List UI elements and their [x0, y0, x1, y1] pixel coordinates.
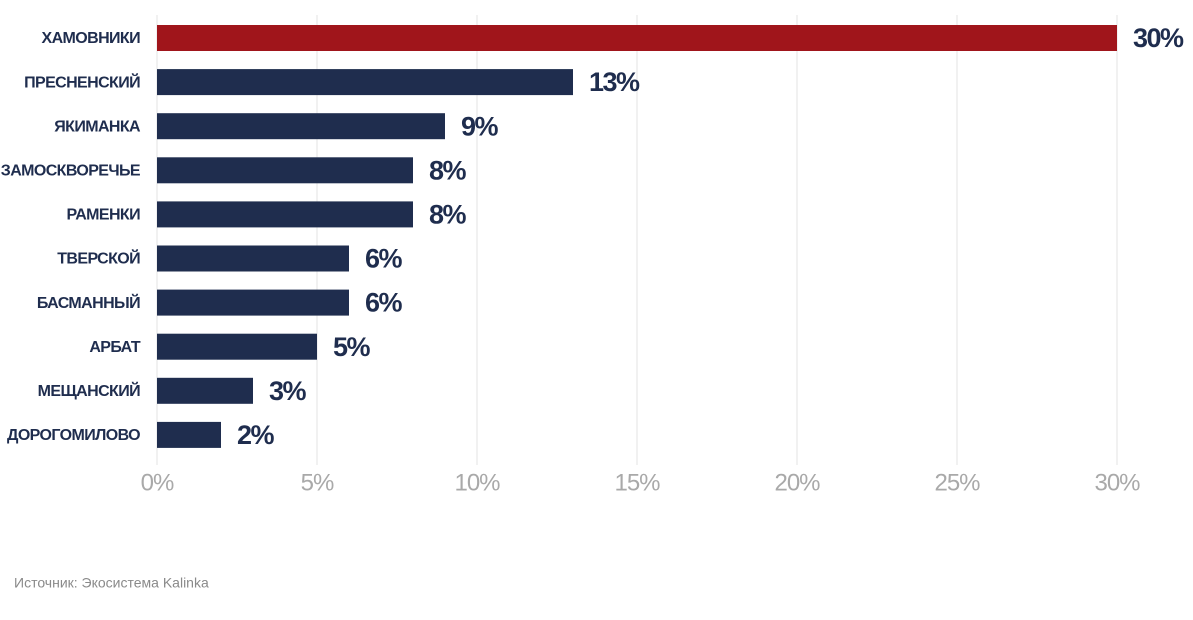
category-label: БАСМАННЫЙ [37, 293, 140, 312]
bar [157, 245, 349, 272]
value-label: 8% [429, 155, 467, 185]
bar [157, 157, 413, 184]
value-label: 13% [589, 67, 640, 97]
value-label: 2% [237, 420, 275, 450]
category-label: МЕЩАНСКИЙ [38, 381, 140, 400]
bar [157, 113, 445, 140]
category-label: ЗАМОСКВОРЕЧЬЕ [1, 163, 141, 180]
value-label: 6% [365, 244, 403, 274]
category-label: ДОРОГОМИЛОВО [7, 427, 140, 444]
bar [157, 289, 349, 316]
value-label: 5% [333, 332, 371, 362]
value-label: 8% [429, 200, 467, 230]
value-label: 3% [269, 376, 307, 406]
x-tick-label: 20% [774, 469, 820, 496]
bar [157, 201, 413, 228]
category-label: АРБАТ [89, 339, 140, 356]
category-label: ПРЕСНЕНСКИЙ [24, 72, 140, 91]
x-tick-label: 15% [614, 469, 660, 496]
x-tick-label: 10% [454, 469, 500, 496]
value-label: 30% [1133, 23, 1184, 53]
category-label: РАМЕНКИ [67, 207, 141, 224]
bar [157, 25, 1117, 51]
bar [157, 333, 317, 360]
x-tick-label: 25% [934, 469, 980, 496]
category-label: ТВЕРСКОЙ [57, 249, 140, 268]
value-label: 6% [365, 288, 403, 318]
category-label: ЯКИМАНКА [54, 118, 141, 135]
category-label: ХАМОВНИКИ [42, 30, 141, 47]
x-tick-label: 0% [141, 469, 174, 496]
x-tick-label: 5% [301, 469, 334, 496]
bar [157, 377, 253, 404]
bar [157, 69, 573, 96]
x-tick-label: 30% [1094, 469, 1140, 496]
value-label: 9% [461, 111, 499, 141]
bar [157, 421, 221, 448]
source: Источник: Экосистема Kalinka [14, 575, 209, 591]
